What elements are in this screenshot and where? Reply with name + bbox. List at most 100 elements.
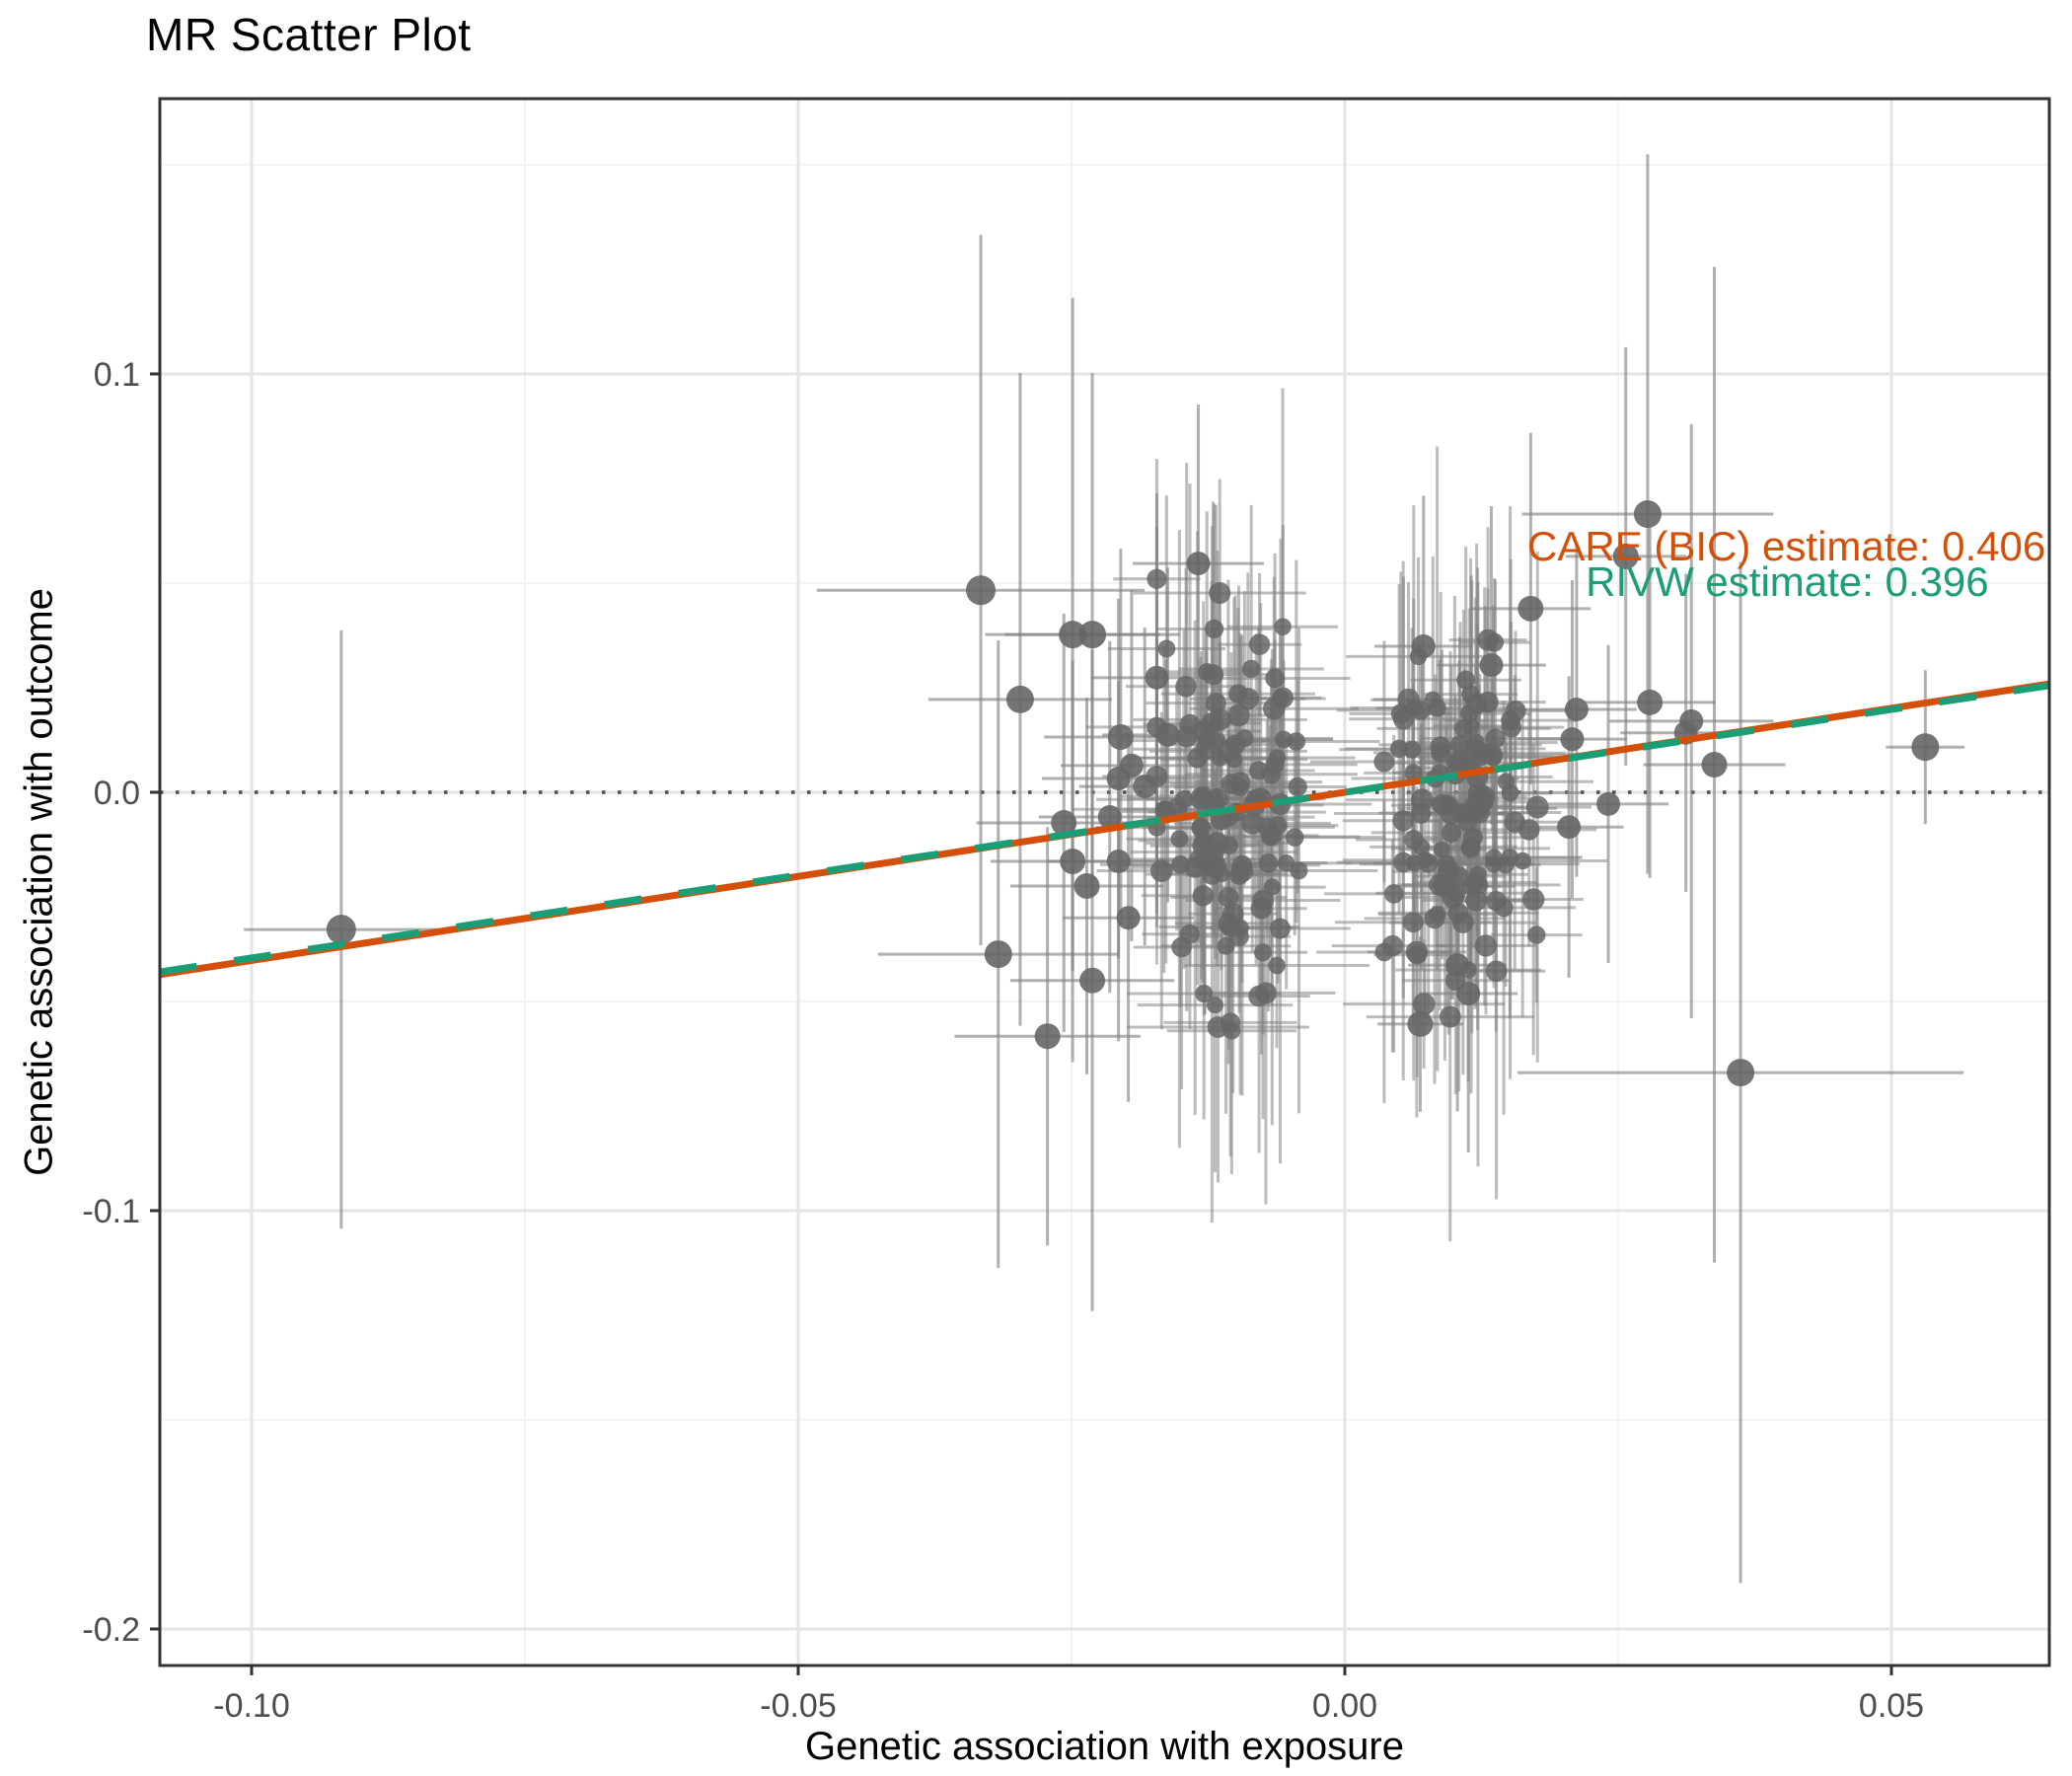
data-point [1456,670,1476,690]
x-tick-label: -0.05 [760,1687,837,1725]
data-point [1116,906,1141,930]
data-point [1186,552,1211,576]
data-point [1176,726,1198,748]
data-point [1269,918,1291,939]
data-point [1466,733,1485,752]
x-tick-label: 0.00 [1312,1687,1377,1725]
data-point [1373,751,1395,773]
y-tick-label: -0.1 [82,1193,140,1230]
data-point [1192,885,1214,907]
data-point [1521,888,1545,911]
data-point [1431,742,1451,763]
data-point [1424,908,1445,929]
data-point [1288,777,1307,797]
data-point [1170,830,1189,849]
data-point [1911,733,1940,762]
data-point [1201,712,1223,734]
data-point [1505,700,1526,721]
data-point [1479,653,1504,678]
gridlines [160,99,2049,1665]
data-point [1403,830,1424,850]
data-point [1442,886,1464,909]
data-point [1637,689,1664,715]
data-point [1485,632,1505,652]
data-point [1437,854,1456,874]
data-point [1456,981,1481,1005]
data-point [1290,861,1308,880]
data-point [1073,872,1100,899]
data-point [1389,739,1409,759]
rivw-regression-line [160,682,2049,976]
data-point [1254,982,1277,1004]
x-axis: -0.10 -0.05 0.00 0.05 [213,1665,1924,1725]
data-point [1557,815,1582,840]
data-point [1261,765,1282,784]
data-point [1198,662,1217,681]
data-point [1220,836,1239,854]
data-point [1474,934,1498,957]
data-point [1517,819,1540,841]
scatter-points [326,500,1940,1087]
data-point [1517,595,1544,622]
data-point [1174,790,1194,809]
data-point [1633,500,1662,529]
data-point [1403,740,1422,759]
data-point [1051,809,1077,836]
data-point [1596,791,1621,816]
data-point [1228,684,1248,703]
data-point [1560,727,1585,752]
data-point [1005,685,1034,713]
data-point [1209,732,1226,750]
data-point [1441,822,1462,843]
data-point [1275,730,1293,749]
data-point [1175,675,1197,698]
data-point [1078,621,1107,649]
x-axis-title: Genetic association with exposure [805,1725,1404,1768]
data-point [1221,774,1242,794]
data-point [1258,852,1279,873]
data-point [1201,863,1222,885]
y-tick-label: -0.2 [82,1611,140,1649]
data-point [1145,665,1169,690]
data-point [1393,851,1414,873]
data-point [1206,997,1223,1014]
data-point [1527,925,1546,944]
data-point [1497,773,1516,791]
data-point [1404,764,1423,782]
data-point [1231,919,1249,937]
data-point [1195,984,1214,1003]
data-point [1383,884,1404,904]
data-point [1107,724,1134,751]
data-point [1222,1021,1241,1040]
data-point [1411,634,1436,659]
data-point [1231,854,1253,876]
data-point [1402,912,1424,933]
x-tick-label: 0.05 [1859,1687,1924,1725]
data-point [1701,752,1728,778]
data-point [1154,800,1173,819]
data-point [1204,619,1224,639]
data-point [1428,699,1446,717]
data-point [1209,581,1231,605]
data-point [1374,942,1394,962]
data-point [1179,924,1201,944]
data-point [1097,805,1122,830]
data-point [1410,803,1432,824]
y-tick-label: 0.1 [94,356,140,394]
data-point [1485,960,1508,983]
data-point [1407,1010,1434,1037]
data-point [1439,1005,1461,1028]
data-point [1217,936,1235,955]
data-point [1274,618,1292,636]
data-point [1285,828,1304,847]
data-point [1462,717,1480,735]
data-point [1252,889,1274,912]
data-point [1445,953,1470,978]
data-point [1485,849,1503,867]
data-point [1155,722,1180,747]
data-point [1157,639,1176,658]
data-point [1195,831,1214,851]
data-point [1196,850,1215,869]
data-point [1241,659,1261,679]
rivw-estimate-label: RIVW estimate: 0.396 [1586,558,1989,605]
